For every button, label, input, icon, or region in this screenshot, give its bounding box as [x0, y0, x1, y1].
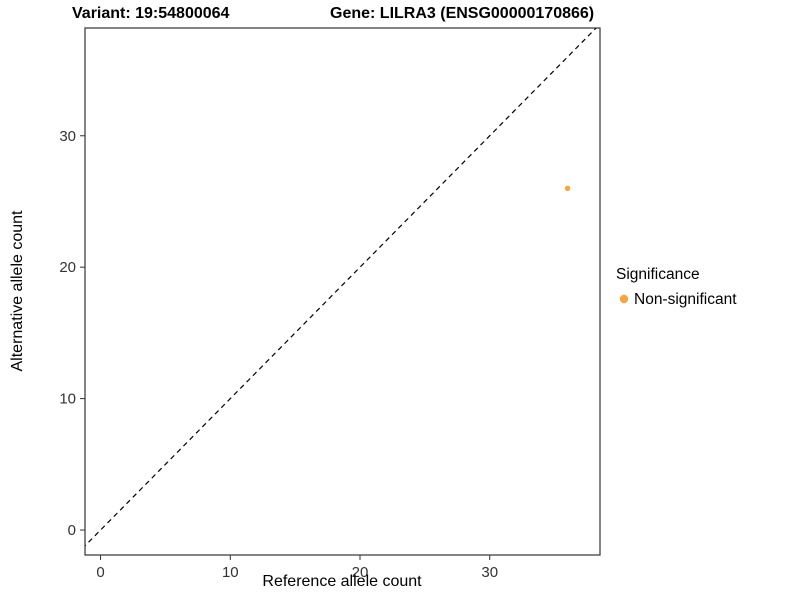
identity-line [85, 28, 597, 547]
legend-title: Significance [616, 266, 700, 283]
x-tick-label: 30 [481, 564, 498, 581]
y-tick-label: 10 [59, 391, 76, 408]
y-tick-label: 30 [59, 128, 76, 145]
x-tick-label: 10 [222, 564, 239, 581]
x-axis-label: Reference allele count [262, 573, 422, 590]
x-tick-label: 20 [352, 564, 369, 581]
y-axis-label: Alternative allele count [9, 210, 26, 372]
legend: Significance Non-significant [616, 266, 737, 308]
y-tick-label: 0 [68, 522, 76, 539]
legend-entry-label: Non-significant [634, 291, 737, 308]
reference-lines [85, 28, 597, 547]
axis-ticks: 0 10 20 30 0 10 20 30 [59, 128, 498, 581]
y-tick-label: 20 [59, 259, 76, 276]
data-points [564, 185, 571, 192]
plot-panel [84, 27, 601, 556]
data-point [564, 185, 571, 192]
plot-title-variant: Variant: 19:54800064 [72, 5, 230, 22]
plot-title-gene: Gene: LILRA3 (ENSG00000170866) [330, 5, 594, 22]
x-tick-label: 0 [96, 564, 104, 581]
legend-point-icon [619, 294, 629, 304]
